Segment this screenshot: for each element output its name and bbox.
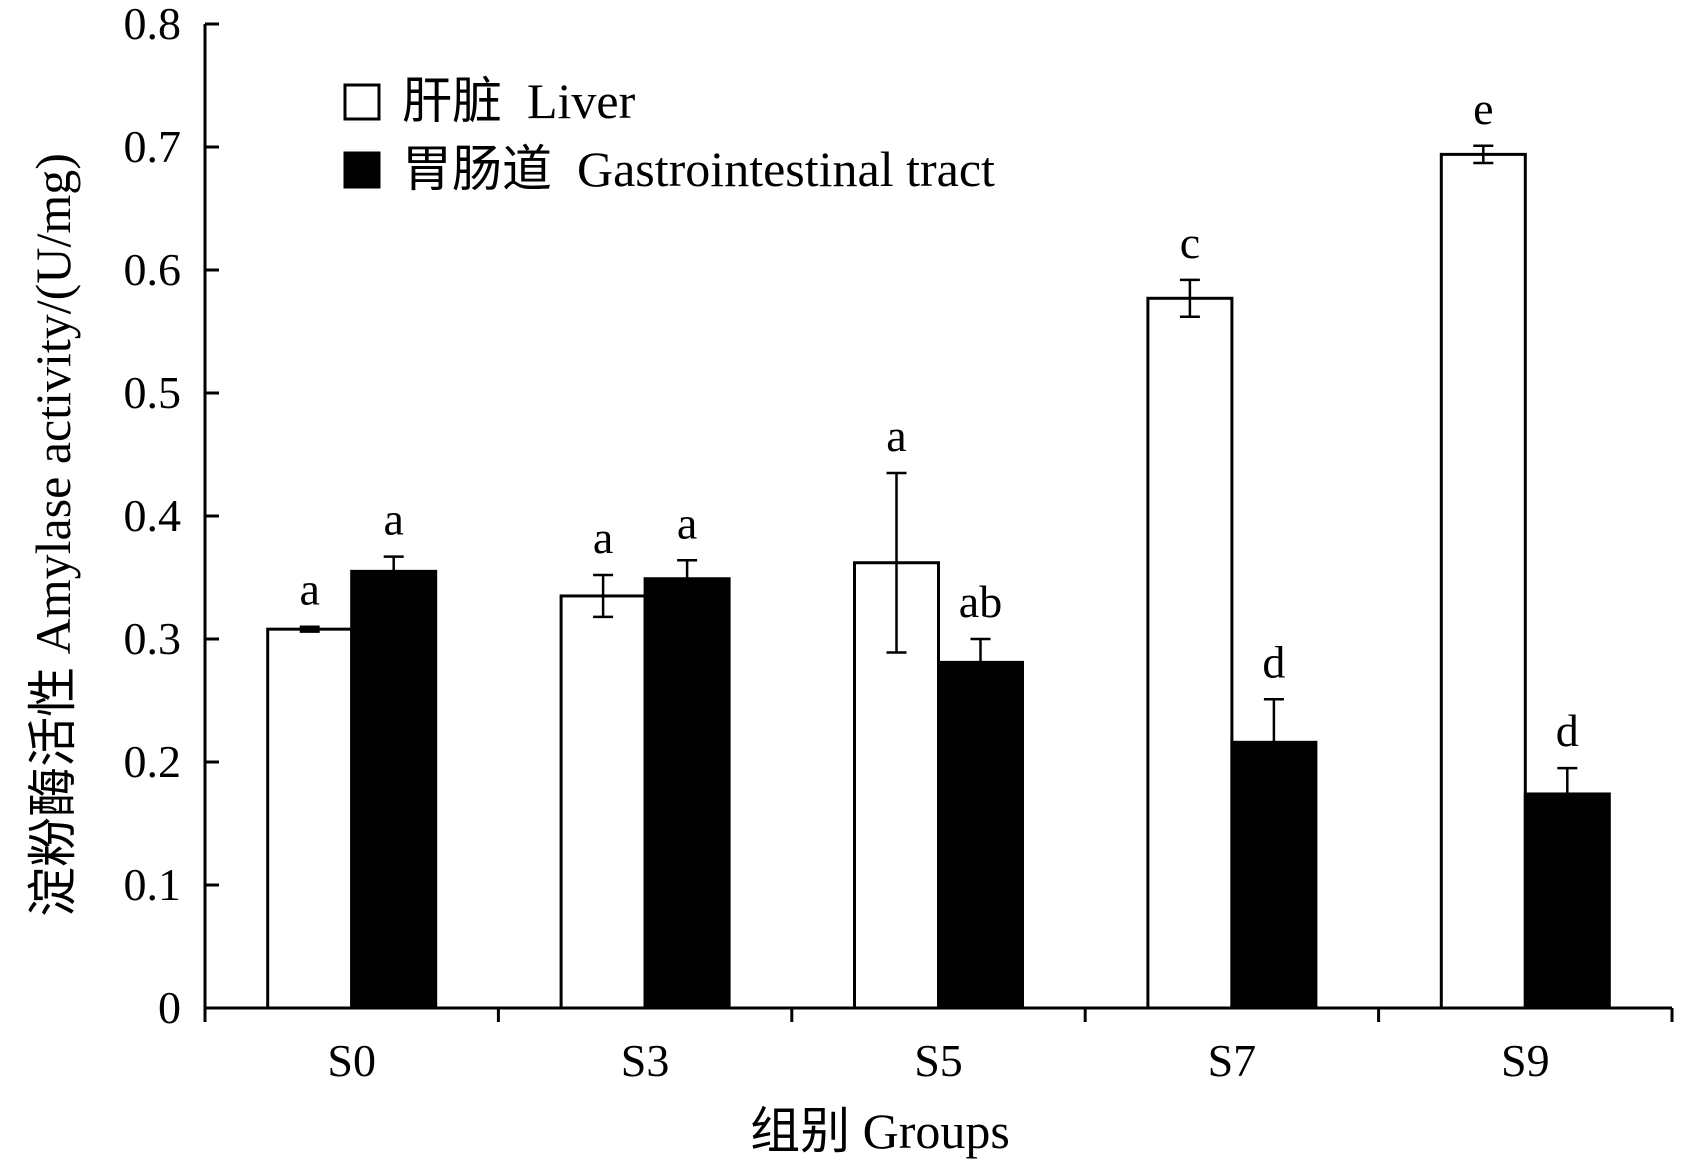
significance-label: e bbox=[1473, 83, 1493, 134]
y-tick-label: 0.2 bbox=[124, 736, 182, 787]
bar bbox=[1146, 296, 1234, 1010]
significance-label: d bbox=[1556, 705, 1579, 756]
bar bbox=[350, 569, 438, 1010]
y-tick-label: 0.4 bbox=[124, 490, 182, 541]
x-tick-label: S7 bbox=[1208, 1035, 1257, 1086]
plot-area: 0 0.1 0.2 0.3 0.4 0.5 0.6 0.7 0.8 a a S0 a a S3 a ab S5 c d… bbox=[124, 0, 1674, 1086]
significance-label: d bbox=[1262, 636, 1285, 687]
bar bbox=[1523, 792, 1611, 1010]
y-tick-label: 0.7 bbox=[124, 121, 182, 172]
significance-label: a bbox=[886, 410, 906, 461]
legend-label-liver: 肝脏 Liver bbox=[402, 73, 636, 129]
x-tick-label: S5 bbox=[914, 1035, 963, 1086]
significance-label: a bbox=[383, 494, 403, 545]
legend-label-gastrointestinal: 胃肠道 Gastrointestinal tract bbox=[402, 141, 995, 197]
bar bbox=[1439, 152, 1527, 1010]
significance-label: ab bbox=[959, 576, 1002, 627]
y-tick-label: 0.6 bbox=[124, 244, 182, 295]
significance-label: a bbox=[299, 564, 319, 615]
y-tick-label: 0.1 bbox=[124, 859, 182, 910]
bar bbox=[937, 660, 1024, 1010]
bar bbox=[643, 577, 731, 1010]
y-tick-label: 0.5 bbox=[124, 367, 182, 418]
legend: 肝脏 Liver 胃肠道 Gastrointestinal tract bbox=[343, 73, 995, 197]
x-tick-label: S0 bbox=[327, 1035, 376, 1086]
y-tick-label: 0.3 bbox=[124, 613, 182, 664]
significance-label: a bbox=[593, 512, 613, 563]
legend-swatch-liver bbox=[343, 83, 381, 121]
y-tick-label: 0 bbox=[158, 982, 181, 1033]
y-tick-label: 0.8 bbox=[124, 0, 182, 49]
bar bbox=[266, 627, 354, 1010]
significance-label: a bbox=[677, 497, 697, 548]
x-tick-label: S9 bbox=[1501, 1035, 1550, 1086]
x-axis-title: 组别 Groups bbox=[750, 1103, 1010, 1159]
y-axis-title: 淀粉酶活性 Amylase activity/(U/mg) bbox=[25, 153, 81, 917]
bar bbox=[559, 594, 647, 1010]
significance-label: c bbox=[1180, 217, 1200, 268]
legend-swatch-gastrointestinal bbox=[343, 151, 381, 189]
x-tick-label: S3 bbox=[621, 1035, 670, 1086]
